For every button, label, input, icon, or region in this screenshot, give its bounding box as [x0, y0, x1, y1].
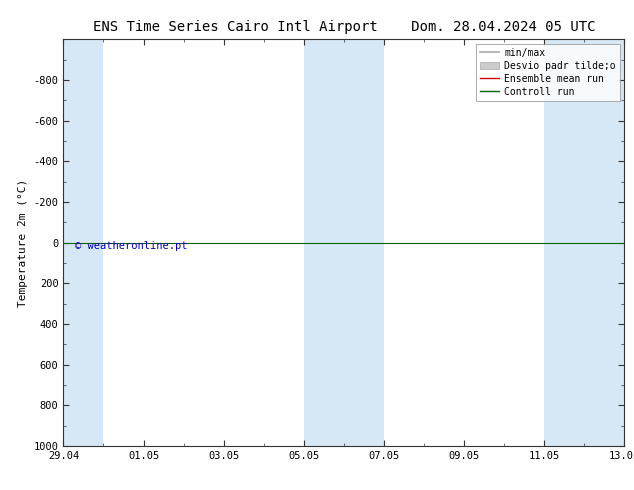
Text: © weatheronline.pt: © weatheronline.pt [75, 242, 187, 251]
Title: ENS Time Series Cairo Intl Airport    Dom. 28.04.2024 05 UTC: ENS Time Series Cairo Intl Airport Dom. … [93, 20, 595, 34]
Bar [63, 39, 103, 446]
Bar [304, 39, 384, 446]
Legend: min/max, Desvio padr tilde;o, Ensemble mean run, Controll run: min/max, Desvio padr tilde;o, Ensemble m… [476, 44, 619, 100]
Y-axis label: Temperature 2m (°C): Temperature 2m (°C) [18, 178, 28, 307]
Bar [545, 39, 624, 446]
